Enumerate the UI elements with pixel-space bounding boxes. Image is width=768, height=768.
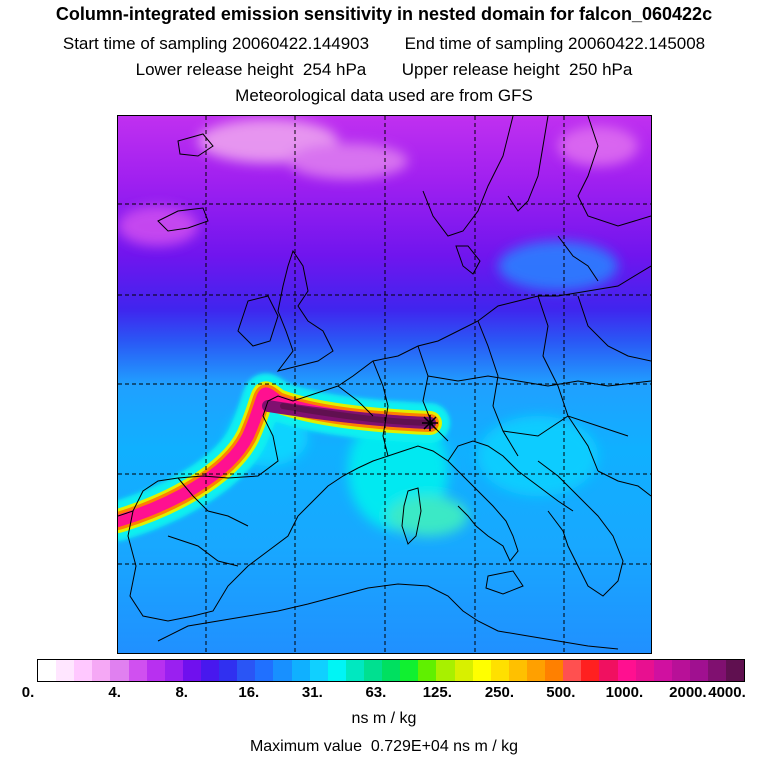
color-scale-cell <box>327 660 346 681</box>
maximum-value: Maximum value 0.729E+04 ns m / kg <box>0 738 768 756</box>
color-scale-cell <box>581 660 600 681</box>
color-scale-cell <box>56 660 75 681</box>
color-scale-cell <box>92 660 111 681</box>
color-scale-cell <box>255 660 274 681</box>
met-data-note: Meteorological data used are from GFS <box>235 86 533 105</box>
start-label: Start time of sampling <box>62 34 228 53</box>
sampling-times: Start time of sampling 20060422.144903 E… <box>0 34 768 54</box>
color-scale-tick-label: 125. <box>422 684 452 701</box>
color-scale-tick-label: 63. <box>365 684 387 701</box>
color-scale-tick-label: 2000. <box>669 684 707 701</box>
color-scale-cell <box>309 660 328 681</box>
color-scale-cell <box>200 660 220 681</box>
color-scale-cell <box>490 660 509 681</box>
color-scale-ticks: 0. 4. 8. 16. 31. 63. 125. 250. 500. 1000. 2000. 400… <box>0 684 768 704</box>
color-scale-cell <box>617 660 636 681</box>
color-scale-cell <box>363 660 383 681</box>
color-scale-cell <box>526 660 546 681</box>
color-scale-cell <box>146 660 165 681</box>
coastlines <box>118 116 651 650</box>
color-scale-bar <box>37 659 745 682</box>
color-scale-cell <box>182 660 201 681</box>
color-scale-cell <box>671 660 690 681</box>
color-scale-tick-label: 500. <box>546 684 576 701</box>
color-scale-cell <box>273 660 292 681</box>
color-scale-cell <box>418 660 437 681</box>
color-scale-cell <box>726 660 745 681</box>
max-label: Maximum value <box>249 738 362 755</box>
lower-label: Lower release height <box>135 60 294 79</box>
color-scale-cell <box>454 660 473 681</box>
color-scale-cell <box>164 660 183 681</box>
color-scale-cell <box>599 660 618 681</box>
color-scale-cell <box>472 660 491 681</box>
color-scale-cell <box>689 660 709 681</box>
color-scale-tick-label: 8. <box>175 684 188 701</box>
color-scale-cell <box>508 660 527 681</box>
light-patches <box>118 119 638 246</box>
lower-value: 254 hPa <box>302 60 367 79</box>
color-scale-tick-label: 4000. <box>708 684 746 701</box>
color-scale-tick-label: 1000. <box>605 684 644 701</box>
color-scale-cell <box>436 660 455 681</box>
color-scale-cell <box>219 660 238 681</box>
color-scale-tick-label: 0. <box>21 684 35 701</box>
color-scale-cell <box>653 660 672 681</box>
release-heights: Lower release height 254 hPa Upper relea… <box>0 60 768 80</box>
color-scale-tick-label: 4. <box>108 684 121 701</box>
color-scale-cell <box>345 660 364 681</box>
color-scale-tick-label: 250. <box>484 684 515 701</box>
color-scale-cell <box>708 660 727 681</box>
color-scale-cell <box>38 660 57 681</box>
start-time: 20060422.144903 <box>232 34 370 53</box>
upper-value: 250 hPa <box>569 60 633 79</box>
color-scale-cell <box>382 660 401 681</box>
upper-label: Upper release height <box>401 60 560 79</box>
color-scale-tick-label: 31. <box>301 684 323 701</box>
color-scale-cell <box>400 660 419 681</box>
color-scale-cell <box>237 660 256 681</box>
color-scale-cell <box>291 660 310 681</box>
release-point-marker <box>422 415 438 431</box>
color-scale-cell <box>74 660 93 681</box>
color-scale-cell <box>545 660 564 681</box>
max-value: 0.729E+04 ns m / kg <box>370 738 519 755</box>
color-scale-cell <box>635 660 654 681</box>
end-time: 20060422.145008 <box>568 34 706 53</box>
color-scale-cell <box>128 660 147 681</box>
color-scale-cell <box>110 660 129 681</box>
color-scale-tick-label: 16. <box>238 684 260 701</box>
color-scale-units: ns m / kg <box>351 710 417 727</box>
sensitivity-map <box>117 115 652 654</box>
color-scale-cell <box>563 660 582 681</box>
map-title: Column-integrated emission sensitivity i… <box>55 4 713 24</box>
end-label: End time of sampling <box>404 34 564 53</box>
